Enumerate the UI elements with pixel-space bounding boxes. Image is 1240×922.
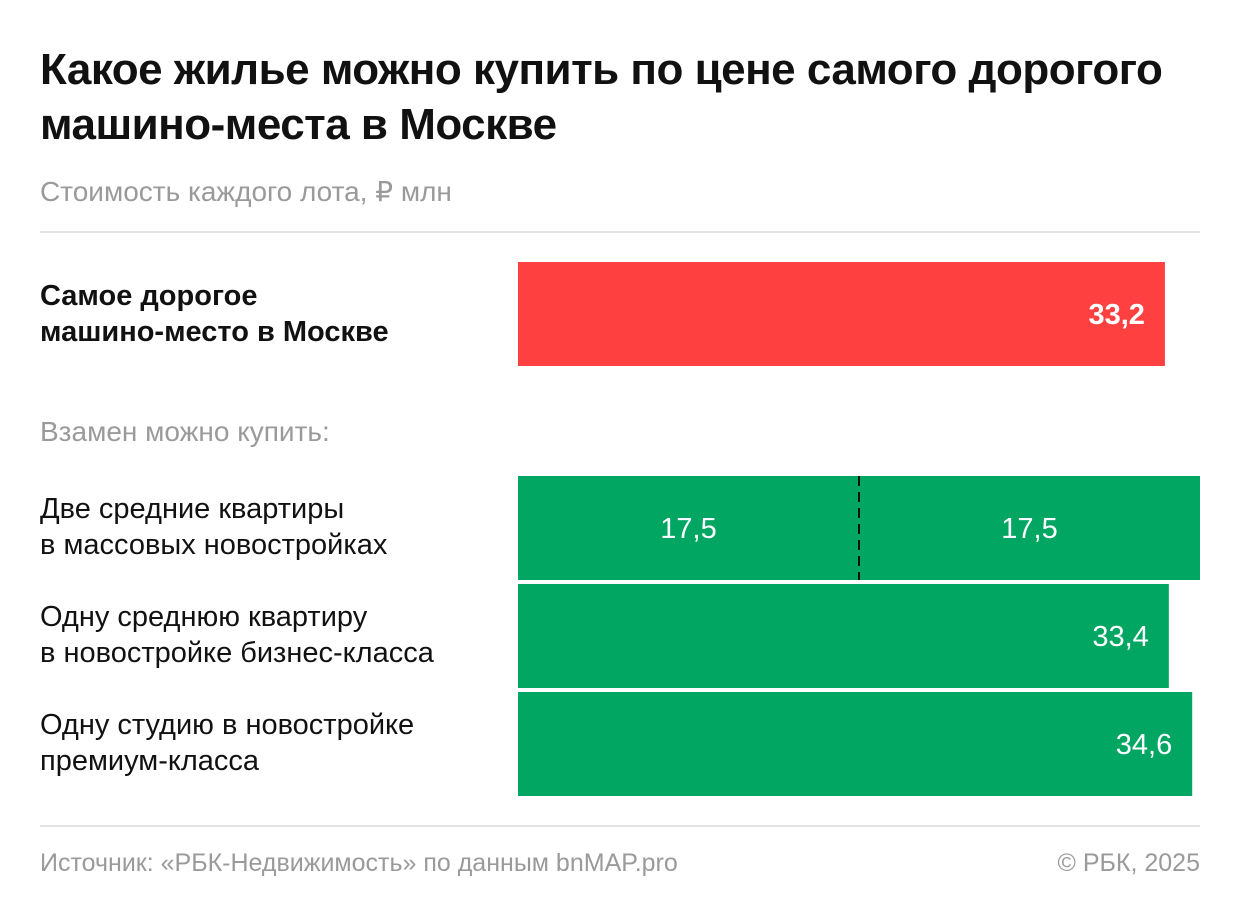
bar-value-label: 17,5 [660,513,716,545]
bar-parking-space [518,262,1165,366]
copyright-note: © РБК, 2025 [1057,849,1200,877]
bar-value-label: 17,5 [1001,513,1057,545]
row-label-line: Одну среднюю квартиру [40,601,368,633]
row-label-line: Одну студию в новостройке [40,709,415,741]
row-label-line: машино-место в Москве [40,316,389,348]
bar-two-apartments-segment-1 [518,476,859,580]
row-label-premium-studio: Одну студию в новостройке премиум-класса [40,707,510,779]
row-label-line: премиум-класса [40,745,260,777]
row-label-line: Самое дорогое [40,280,258,312]
top-divider [40,231,1200,233]
row-label-business-apartment: Одну среднюю квартиру в новостройке бизн… [40,599,510,671]
bar-value-label: 33,2 [1088,299,1144,331]
source-note: Источник: «РБК-Недвижимость» по данным b… [40,849,678,877]
bar-value-label: 33,4 [1092,621,1148,653]
bottom-divider [40,825,1200,827]
section-label-alternatives: Взамен можно купить: [40,416,330,447]
bar-business-apartment [518,584,1169,688]
chart-title: Какое жилье можно купить по цене самого … [40,45,1163,149]
row-label-line: Две средние квартиры [40,493,345,525]
bar-two-apartments-segment-2 [859,476,1200,580]
row-label-parking: Самое дорогое машино-место в Москве [40,278,510,350]
chart-subtitle: Стоимость каждого лота, ₽ млн [40,176,452,207]
bar-premium-studio [518,692,1193,796]
row-label-two-apartments: Две средние квартиры в массовых новостро… [40,491,510,563]
row-label-line: в массовых новостройках [40,529,388,561]
bar-value-label: 34,6 [1116,729,1172,761]
row-label-line: в новостройке бизнес-класса [40,637,434,669]
